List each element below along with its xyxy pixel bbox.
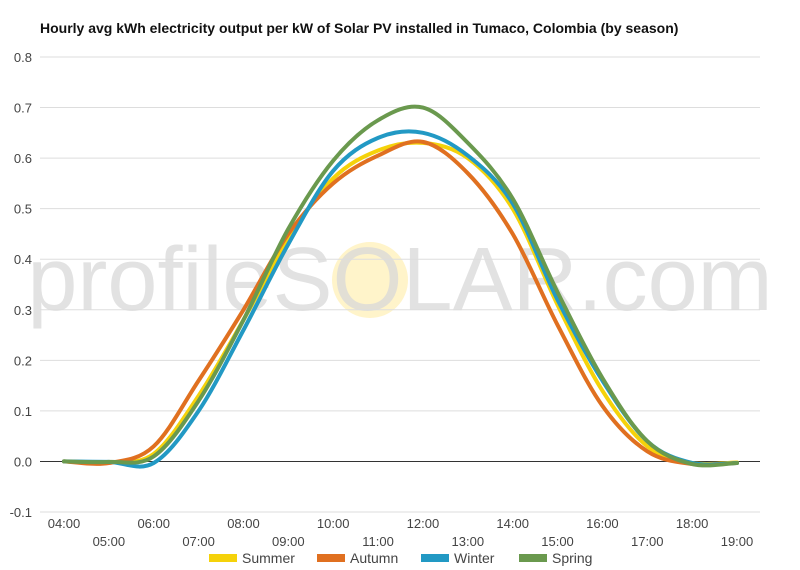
legend-label: Autumn — [350, 550, 398, 566]
x-tick-label: 14:00 — [496, 516, 529, 531]
series-line-spring — [62, 104, 739, 468]
legend-swatch — [317, 554, 345, 562]
x-tick-label: 09:00 — [272, 534, 305, 549]
x-tick-label: 08:00 — [227, 516, 260, 531]
legend-item-summer[interactable]: Summer — [209, 550, 295, 566]
x-tick-label: 12:00 — [407, 516, 440, 531]
legend-item-autumn[interactable]: Autumn — [317, 550, 398, 566]
series-lines — [62, 104, 739, 469]
x-tick-label: 13:00 — [452, 534, 485, 549]
x-tick-label: 15:00 — [541, 534, 574, 549]
x-tick-label: 17:00 — [631, 534, 664, 549]
y-tick-label: 0.5 — [14, 202, 32, 217]
legend-swatch — [209, 554, 237, 562]
legend-item-winter[interactable]: Winter — [421, 550, 495, 566]
legend-label: Winter — [454, 550, 495, 566]
y-tick-label: 0.2 — [14, 353, 32, 368]
x-tick-label: 10:00 — [317, 516, 350, 531]
x-tick-label: 06:00 — [137, 516, 170, 531]
legend-label: Spring — [552, 550, 592, 566]
legend-swatch — [421, 554, 449, 562]
legend: Summer Autumn Winter Spring — [209, 550, 592, 566]
watermark: profileSOLAR.com — [27, 230, 772, 330]
x-tick-label: 11:00 — [362, 534, 394, 549]
x-tick-label: 07:00 — [182, 534, 215, 549]
chart-title: Hourly avg kWh electricity output per kW… — [40, 20, 679, 36]
y-tick-label: 0.7 — [14, 101, 32, 116]
legend-label: Summer — [242, 550, 295, 566]
x-tick-label: 16:00 — [586, 516, 619, 531]
y-tick-label: 0.0 — [14, 454, 32, 469]
series-line-autumn — [62, 139, 739, 467]
y-tick-label: 0.6 — [14, 151, 32, 166]
legend-swatch — [519, 554, 547, 562]
y-tick-label: 0.8 — [14, 50, 32, 65]
y-tick-label: 0.3 — [14, 303, 32, 318]
x-tick-label: 05:00 — [93, 534, 126, 549]
watermark-sun — [332, 242, 408, 318]
y-tick-label: 0.1 — [14, 404, 32, 419]
legend-item-spring[interactable]: Spring — [519, 550, 592, 566]
x-tick-label: 18:00 — [676, 516, 709, 531]
y-tick-label: -0.1 — [10, 505, 32, 520]
grid — [40, 56, 760, 513]
x-tick-label: 04:00 — [48, 516, 81, 531]
y-tick-label: 0.4 — [14, 252, 32, 267]
axes: -0.1 0.0 0.1 0.2 0.3 0.4 0.5 0.6 0.7 0.8 04:00 06:0… — [10, 50, 760, 549]
x-tick-label: 19:00 — [721, 534, 754, 549]
watermark-text: profileSOLAR.com — [27, 230, 772, 330]
